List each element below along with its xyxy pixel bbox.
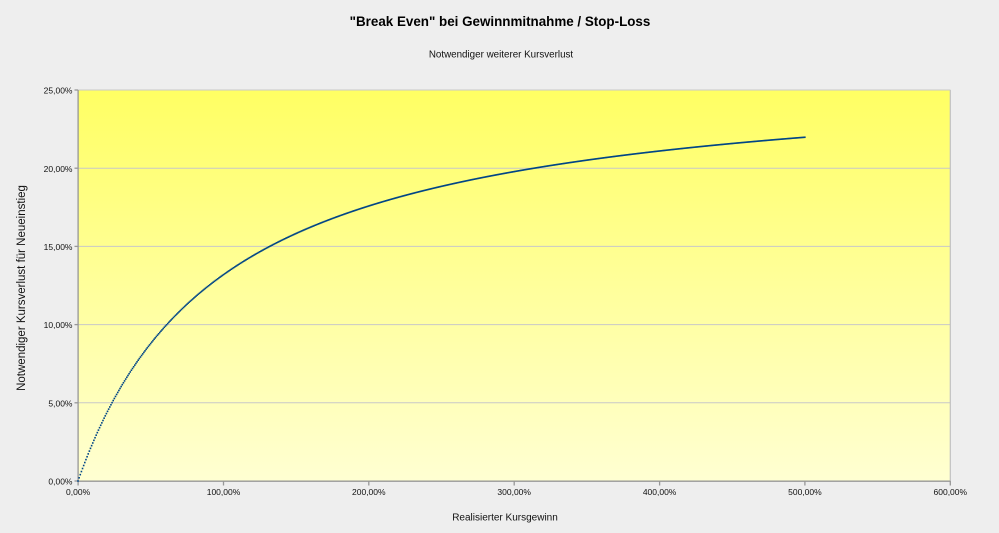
svg-text:500,00%: 500,00%: [788, 487, 822, 497]
svg-text:0,00%: 0,00%: [66, 487, 91, 497]
svg-text:300,00%: 300,00%: [497, 487, 531, 497]
svg-text:100,00%: 100,00%: [207, 487, 241, 497]
svg-text:15,00%: 15,00%: [44, 242, 73, 252]
svg-text:200,00%: 200,00%: [352, 487, 386, 497]
svg-text:25,00%: 25,00%: [44, 86, 73, 96]
svg-text:5,00%: 5,00%: [48, 398, 73, 408]
svg-text:400,00%: 400,00%: [643, 487, 677, 497]
svg-text:Realisierter Kursgewinn: Realisierter Kursgewinn: [452, 513, 558, 524]
svg-text:Notwendiger Kursverlust für Ne: Notwendiger Kursverlust für Neueinstieg: [16, 185, 28, 391]
svg-text:"Break Even" bei Gewinnmitnahm: "Break Even" bei Gewinnmitnahme / Stop-L…: [350, 14, 651, 29]
svg-text:0,00%: 0,00%: [48, 477, 73, 487]
svg-text:20,00%: 20,00%: [44, 164, 73, 174]
svg-text:600,00%: 600,00%: [934, 487, 968, 497]
svg-text:Notwendiger weiterer Kursverlu: Notwendiger weiterer Kursverlust: [429, 50, 574, 61]
svg-text:10,00%: 10,00%: [44, 320, 73, 330]
